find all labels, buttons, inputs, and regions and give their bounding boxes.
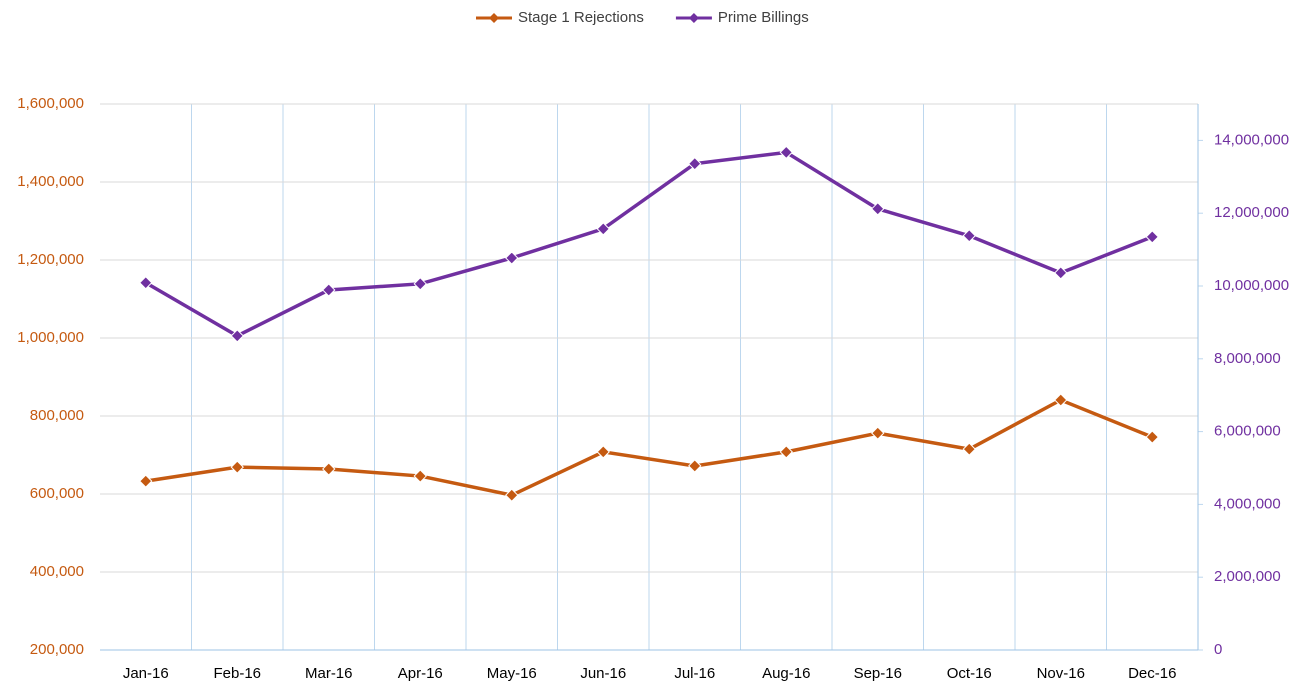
legend-marker bbox=[489, 13, 499, 23]
marker bbox=[688, 459, 702, 473]
series-line bbox=[144, 150, 1153, 338]
x-tick-label: Oct-16 bbox=[947, 665, 992, 682]
x-tick-label: Aug-16 bbox=[762, 665, 810, 682]
marker bbox=[596, 445, 610, 459]
y-tick-label: 400,000 bbox=[30, 563, 84, 580]
x-tick-label: Jun-16 bbox=[580, 665, 626, 682]
marker bbox=[962, 442, 976, 456]
y2-tick-label: 8,000,000 bbox=[1214, 350, 1281, 367]
marker bbox=[962, 229, 976, 243]
marker bbox=[779, 445, 793, 459]
y2-tick-label: 14,000,000 bbox=[1214, 131, 1289, 148]
marker bbox=[230, 460, 244, 474]
x-tick-label: Feb-16 bbox=[213, 665, 261, 682]
marker bbox=[871, 426, 885, 440]
marker bbox=[1054, 393, 1068, 407]
x-tick-label: Sep-16 bbox=[854, 665, 902, 682]
x-tick-label: May-16 bbox=[487, 665, 537, 682]
marker bbox=[596, 222, 610, 236]
y-tick-label: 600,000 bbox=[30, 485, 84, 502]
marker bbox=[322, 462, 336, 476]
marker bbox=[1145, 430, 1159, 444]
y-tick-label: 1,600,000 bbox=[17, 95, 84, 112]
marker bbox=[1145, 230, 1159, 244]
y2-tick-label: 0 bbox=[1214, 641, 1222, 658]
marker bbox=[688, 156, 702, 171]
marker bbox=[413, 277, 427, 291]
legend-label: Prime Billings bbox=[718, 9, 809, 26]
x-tick-label: Apr-16 bbox=[398, 665, 443, 682]
marker bbox=[779, 145, 793, 160]
marker bbox=[871, 202, 885, 216]
marker bbox=[139, 276, 153, 290]
x-tick-label: Nov-16 bbox=[1037, 665, 1085, 682]
marker bbox=[413, 469, 427, 483]
marker bbox=[1054, 266, 1068, 280]
marker bbox=[505, 251, 519, 265]
y-tick-label: 800,000 bbox=[30, 407, 84, 424]
y2-tick-label: 2,000,000 bbox=[1214, 568, 1281, 585]
y2-tick-label: 4,000,000 bbox=[1214, 495, 1281, 512]
legend-label: Stage 1 Rejections bbox=[518, 9, 644, 26]
y-tick-label: 1,400,000 bbox=[17, 173, 84, 190]
marker bbox=[139, 474, 153, 488]
marker bbox=[505, 488, 519, 502]
marker bbox=[230, 329, 244, 343]
x-tick-label: Dec-16 bbox=[1128, 665, 1176, 682]
series-line bbox=[145, 398, 1153, 498]
marker bbox=[322, 283, 336, 297]
y-tick-label: 1,000,000 bbox=[17, 329, 84, 346]
y2-tick-label: 12,000,000 bbox=[1214, 204, 1289, 221]
x-tick-label: Jul-16 bbox=[674, 665, 715, 682]
y-tick-label: 200,000 bbox=[30, 641, 84, 658]
y2-tick-label: 10,000,000 bbox=[1214, 277, 1289, 294]
x-tick-label: Mar-16 bbox=[305, 665, 353, 682]
x-tick-label: Jan-16 bbox=[123, 665, 169, 682]
y-tick-label: 1,200,000 bbox=[17, 251, 84, 268]
y2-tick-label: 6,000,000 bbox=[1214, 423, 1281, 440]
legend-marker bbox=[688, 13, 699, 23]
